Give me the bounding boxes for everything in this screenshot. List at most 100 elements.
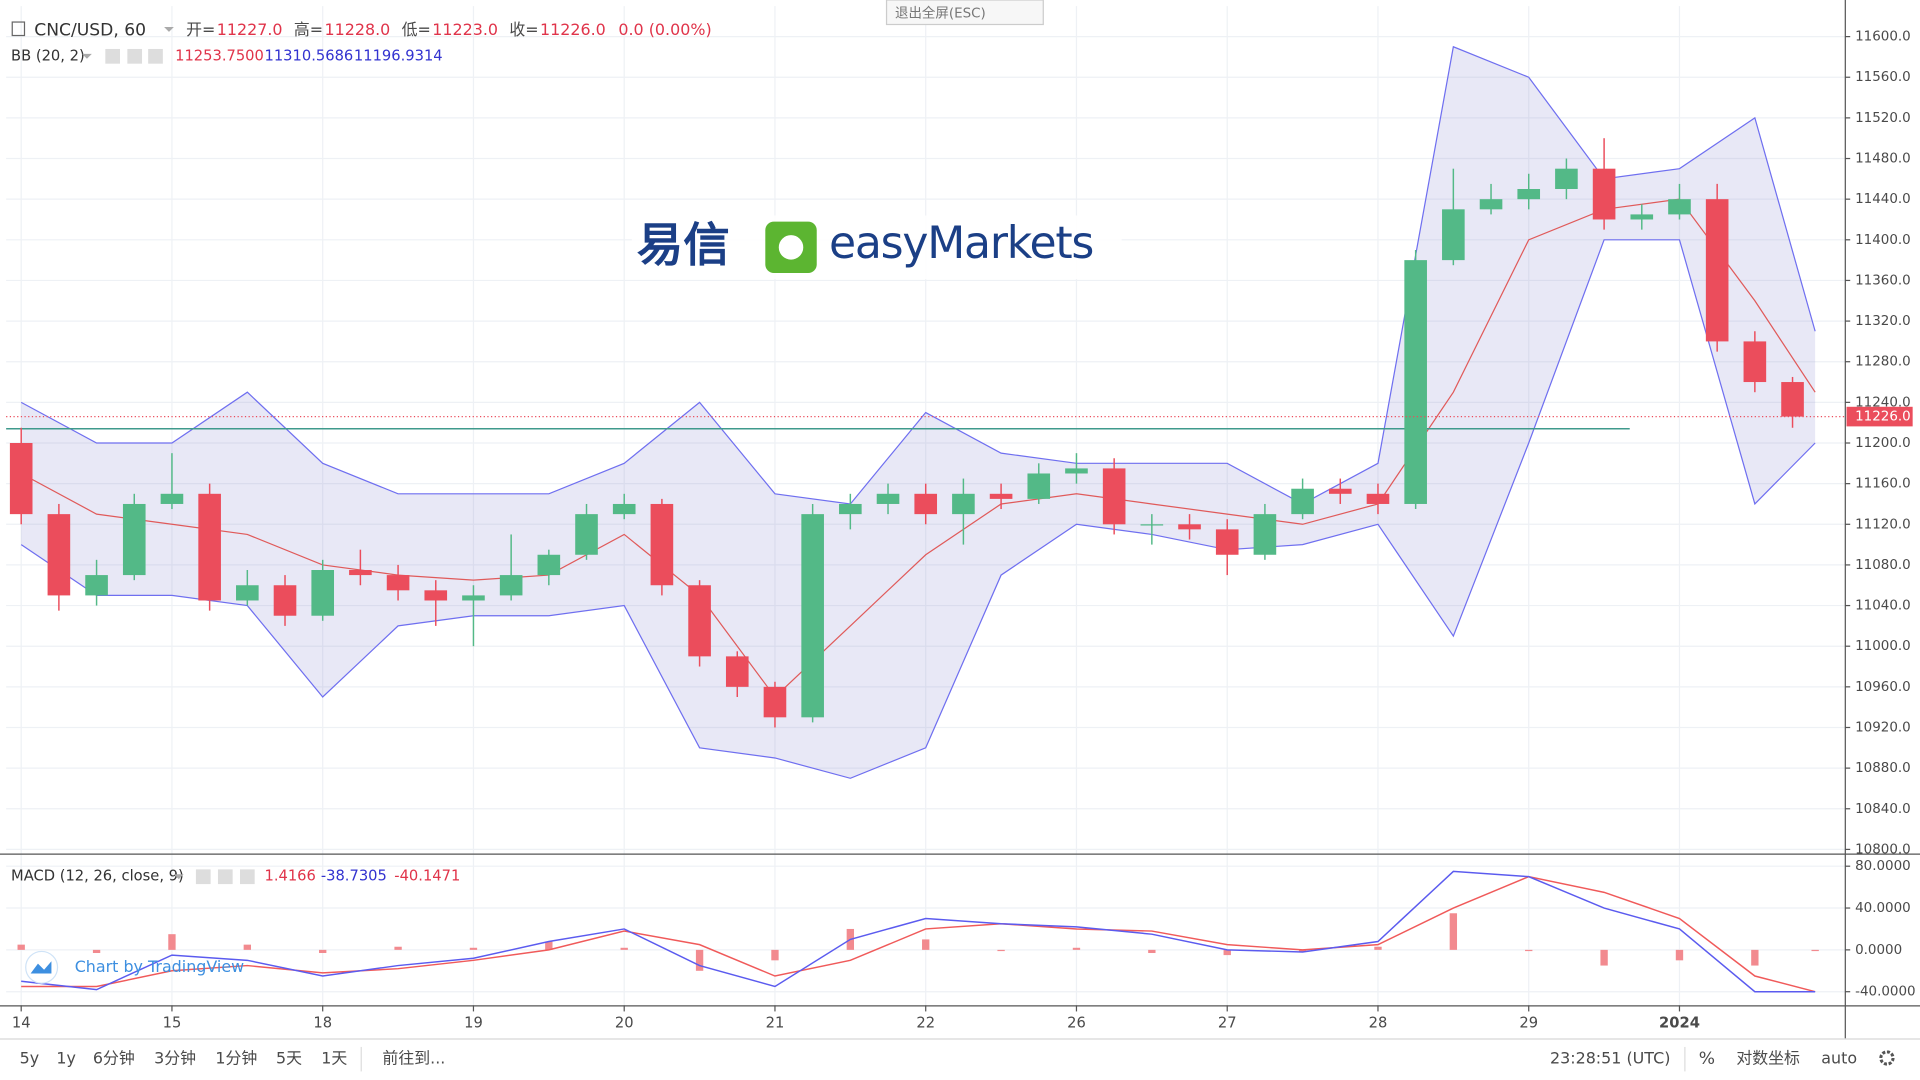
settings-gear[interactable] bbox=[1879, 1050, 1895, 1066]
y-tick-label: 11360.0 bbox=[1855, 273, 1911, 288]
axes-layer: 10800.0 10840.0 10880.0 10920.0 10960.0 11000… bbox=[12, 30, 1916, 1032]
candle-body bbox=[424, 590, 448, 601]
bb-lower bbox=[20, 239, 1816, 779]
x-tick-label: 21 bbox=[766, 1015, 785, 1032]
plot-layer bbox=[6, 45, 1846, 993]
histogram-bar bbox=[922, 939, 930, 950]
candle-body bbox=[725, 656, 749, 687]
x-tick-label: 20 bbox=[615, 1015, 634, 1032]
toolbar: 前往到... 23:28:51 (UTC) % 对数坐标 auto 5y 1y 6分… bbox=[20, 1046, 1895, 1072]
remove-icon[interactable] bbox=[240, 869, 255, 885]
histogram-bar bbox=[1374, 946, 1382, 950]
y-tick-label: 11320.0 bbox=[1855, 314, 1911, 329]
y-tick-label: 11200.0 bbox=[1855, 436, 1911, 451]
candle-body bbox=[1291, 488, 1314, 515]
dropdown-icon[interactable] bbox=[164, 26, 174, 32]
y-tick-label: -40.0000 bbox=[1855, 985, 1916, 1000]
candle-body bbox=[349, 570, 372, 576]
y-tick-label: 11160.0 bbox=[1855, 477, 1911, 492]
histogram-bar bbox=[92, 949, 101, 954]
y-tick-label: 80.0000 bbox=[1855, 859, 1911, 874]
tradingview-watermark[interactable]: Chart by TradingView bbox=[25, 950, 244, 984]
exit-fullscreen-button[interactable] bbox=[885, 0, 1044, 26]
candle-body bbox=[9, 443, 33, 515]
range-button[interactable]: 3分钟 bbox=[154, 1049, 196, 1068]
auto-button[interactable]: auto bbox=[1821, 1049, 1857, 1068]
candle-body bbox=[1027, 473, 1051, 499]
range-button[interactable]: 1天 bbox=[321, 1049, 347, 1068]
histogram-bar bbox=[695, 949, 704, 971]
range-button[interactable]: 1y bbox=[56, 1049, 76, 1068]
candle-body bbox=[1442, 209, 1465, 261]
settings-icon[interactable] bbox=[217, 869, 233, 885]
candle-body bbox=[876, 493, 900, 504]
settings-icon[interactable] bbox=[127, 48, 143, 64]
ohlc-label: 开= bbox=[186, 20, 215, 39]
candle-body bbox=[1781, 382, 1804, 417]
goto-button[interactable]: 前往到... bbox=[382, 1049, 445, 1068]
range-button[interactable]: 6分钟 bbox=[93, 1049, 135, 1068]
histogram-bar bbox=[1525, 949, 1533, 952]
logo-brand: easyMarkets bbox=[829, 218, 1093, 269]
candle-body bbox=[236, 585, 259, 601]
x-tick-label: 29 bbox=[1519, 1015, 1538, 1032]
remove-icon[interactable] bbox=[148, 48, 163, 64]
histogram-bar bbox=[1600, 949, 1608, 966]
candle-body bbox=[1592, 168, 1616, 220]
histogram-bar bbox=[771, 949, 779, 961]
candle-body bbox=[1253, 514, 1277, 555]
y-tick-label: 11120.0 bbox=[1855, 517, 1911, 532]
histogram-bar bbox=[1449, 913, 1458, 950]
candle-body bbox=[499, 575, 523, 596]
ohlc-label: 低= bbox=[402, 20, 431, 39]
visibility-icon[interactable] bbox=[195, 869, 211, 885]
candle-body bbox=[952, 493, 975, 515]
y-tick-label: 11240.0 bbox=[1855, 395, 1911, 410]
legend: CNC/USD, 60 开= 11227.0 高= 11228.0 低= 112… bbox=[11, 20, 712, 885]
candle-body bbox=[273, 585, 297, 616]
logo-backdrop bbox=[631, 215, 1122, 280]
candle-body bbox=[1328, 488, 1352, 494]
y-tick-label: 10920.0 bbox=[1855, 720, 1911, 735]
x-tick-label: 27 bbox=[1218, 1015, 1237, 1032]
log-button[interactable]: 对数坐标 bbox=[1736, 1049, 1800, 1068]
y-tick-label: 10800.0 bbox=[1855, 842, 1911, 857]
histogram-bar bbox=[620, 947, 628, 950]
logo-dot bbox=[778, 235, 804, 260]
ohlc-label: 收= bbox=[509, 20, 538, 39]
candle-body bbox=[1178, 524, 1201, 530]
dropdown-icon[interactable] bbox=[82, 53, 92, 59]
y-tick-label: 11040.0 bbox=[1855, 599, 1911, 614]
range-button[interactable]: 1分钟 bbox=[215, 1049, 257, 1068]
y-tick-label: 11400.0 bbox=[1855, 233, 1911, 248]
candle-body bbox=[1555, 168, 1578, 190]
y-tick-label: 11480.0 bbox=[1855, 152, 1911, 167]
histogram-bar bbox=[997, 949, 1005, 952]
dropdown-icon[interactable] bbox=[173, 874, 184, 880]
candle-body bbox=[47, 514, 71, 596]
macd-title: MACD (12, 26, close, 9) bbox=[11, 868, 184, 885]
y-tick-label: 11280.0 bbox=[1855, 355, 1911, 370]
range-button[interactable]: 5y bbox=[20, 1049, 40, 1068]
candle-body bbox=[575, 514, 598, 555]
percent-button[interactable]: % bbox=[1699, 1049, 1715, 1069]
candle-body bbox=[989, 493, 1013, 499]
exit-fullscreen-label[interactable]: 退出全屏(ESC) bbox=[895, 4, 986, 21]
y-tick-label: 11520.0 bbox=[1855, 111, 1911, 126]
bb-title: BB (20, 2) bbox=[11, 47, 85, 64]
last-price-tag bbox=[1846, 406, 1913, 427]
ohlc-value: 11228.0 bbox=[324, 20, 390, 39]
histogram-bar bbox=[168, 934, 176, 950]
ohlc-label: 高= bbox=[294, 20, 323, 39]
ohlc-value: 11226.0 bbox=[540, 20, 606, 39]
watermark-text[interactable]: Chart by TradingView bbox=[75, 957, 244, 976]
visibility-icon[interactable] bbox=[105, 48, 120, 64]
x-tick-label: 28 bbox=[1369, 1015, 1388, 1032]
range-button[interactable]: 5天 bbox=[276, 1049, 302, 1068]
histogram-bar bbox=[545, 941, 553, 950]
collapse-icon[interactable] bbox=[11, 21, 26, 37]
candle-body bbox=[122, 503, 146, 576]
candle-body bbox=[1404, 260, 1427, 504]
